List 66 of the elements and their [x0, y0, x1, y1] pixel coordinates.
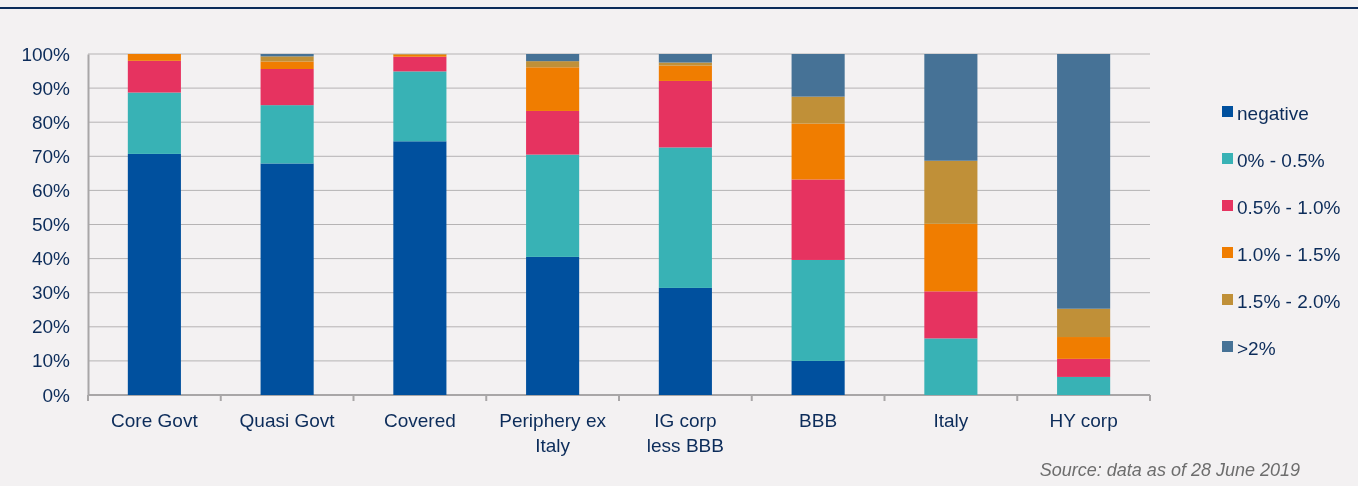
bar — [658, 287, 712, 395]
bar — [924, 54, 978, 161]
bar — [1057, 358, 1111, 377]
bar — [791, 96, 845, 124]
bar — [526, 67, 580, 111]
bar — [658, 65, 712, 81]
bar — [526, 110, 580, 155]
legend-label: 1.0% - 1.5% — [1237, 243, 1341, 265]
legend-label: 0.5% - 1.0% — [1237, 196, 1341, 218]
source-note: Source: data as of 28 June 2019 — [1039, 460, 1300, 480]
bar — [526, 61, 580, 68]
bar — [260, 69, 314, 106]
bar — [127, 153, 181, 395]
bar — [658, 147, 712, 288]
legend-label: 1.5% - 2.0% — [1237, 290, 1341, 312]
bar — [393, 71, 447, 142]
bar — [1057, 376, 1111, 395]
x-tick-label: IG corp less BBB — [646, 410, 724, 456]
bar — [791, 54, 845, 97]
x-tick-label: Core Govt — [111, 410, 199, 431]
y-tick-label: 70% — [31, 145, 71, 167]
x-tick-label: Quasi Govt — [239, 410, 336, 431]
bar — [791, 259, 845, 361]
y-tick-label: 20% — [31, 316, 71, 338]
y-tick-label: 60% — [31, 179, 71, 201]
bar — [526, 54, 580, 62]
x-tick-label: Periphery ex Italy — [499, 410, 607, 456]
bar — [791, 123, 845, 180]
bar — [393, 56, 447, 72]
bar — [526, 256, 580, 395]
bar — [791, 360, 845, 395]
bar — [260, 56, 314, 62]
bar — [1057, 54, 1111, 309]
bar — [658, 54, 712, 63]
bar — [526, 154, 580, 257]
y-tick-label: 100% — [21, 43, 71, 65]
y-tick-label: 50% — [31, 214, 71, 236]
y-tick-label: 80% — [31, 111, 71, 133]
y-tick-label: 30% — [31, 282, 71, 304]
bar — [924, 223, 978, 292]
y-tick-label: 10% — [31, 350, 71, 372]
bar — [658, 62, 712, 66]
x-tick-label: BBB — [799, 410, 838, 431]
bar — [658, 80, 712, 148]
bar — [924, 160, 978, 224]
legend-label: >2% — [1237, 337, 1276, 359]
x-tick-label: HY corp — [1049, 410, 1118, 431]
bar — [260, 61, 314, 69]
bar — [924, 291, 978, 339]
x-tick-label: Italy — [933, 410, 969, 431]
y-tick-label: 90% — [31, 77, 71, 99]
legend-label: negative — [1237, 102, 1309, 124]
legend-label: 0% - 0.5% — [1237, 149, 1325, 171]
bar — [1057, 308, 1111, 338]
bar — [260, 105, 314, 164]
bar — [924, 338, 978, 395]
bar — [393, 141, 447, 395]
bar — [1057, 337, 1111, 359]
x-tick-label: Covered — [383, 410, 456, 431]
bar — [791, 179, 845, 260]
bar — [127, 60, 181, 93]
bar — [127, 92, 181, 154]
y-tick-label: 0% — [42, 384, 71, 406]
bar — [127, 54, 181, 61]
bar — [260, 163, 314, 395]
y-tick-label: 40% — [31, 248, 71, 270]
